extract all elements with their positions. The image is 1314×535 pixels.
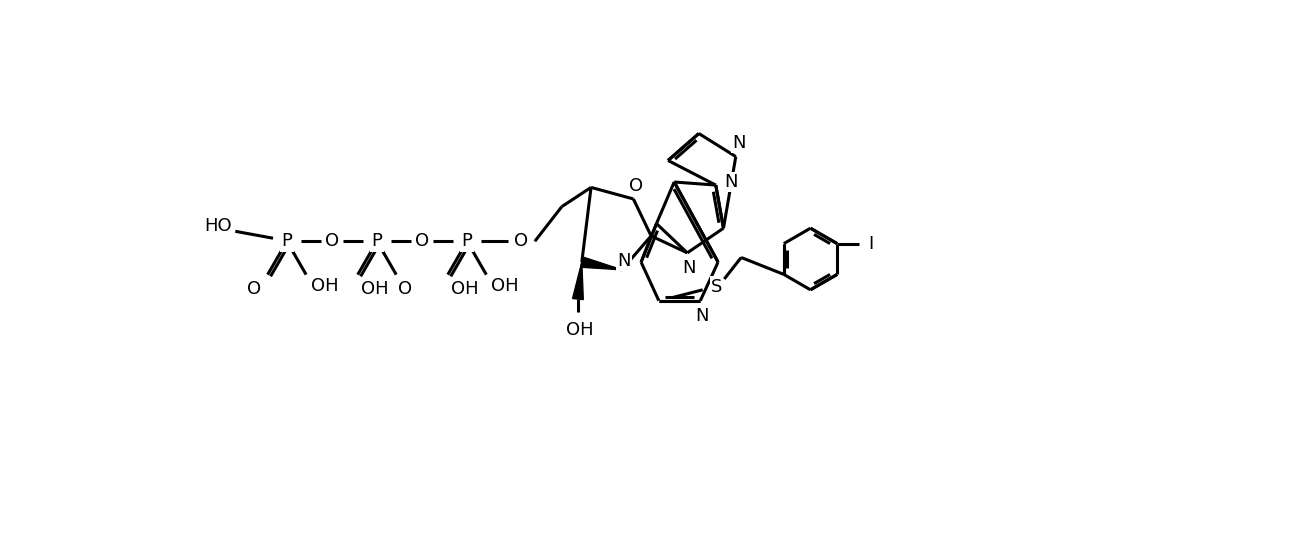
Text: OH: OH <box>311 277 339 295</box>
Text: OH: OH <box>491 277 519 295</box>
Text: O: O <box>415 232 430 250</box>
Text: HO: HO <box>204 217 231 235</box>
Text: O: O <box>398 279 413 297</box>
Text: N: N <box>618 251 631 270</box>
Text: O: O <box>514 232 528 249</box>
Text: N: N <box>682 259 695 277</box>
Text: OH: OH <box>361 279 389 297</box>
Text: P: P <box>372 232 382 250</box>
Text: P: P <box>281 232 292 250</box>
Text: N: N <box>732 134 745 152</box>
Text: I: I <box>869 235 874 253</box>
Text: OH: OH <box>566 321 594 339</box>
Polygon shape <box>581 257 622 270</box>
Text: N: N <box>695 307 708 325</box>
Text: O: O <box>247 279 261 297</box>
Text: O: O <box>325 232 339 250</box>
Text: N: N <box>724 173 738 191</box>
Text: S: S <box>711 278 723 296</box>
Polygon shape <box>573 262 583 300</box>
Text: P: P <box>461 232 473 250</box>
Text: O: O <box>629 177 644 195</box>
Text: OH: OH <box>451 279 478 297</box>
